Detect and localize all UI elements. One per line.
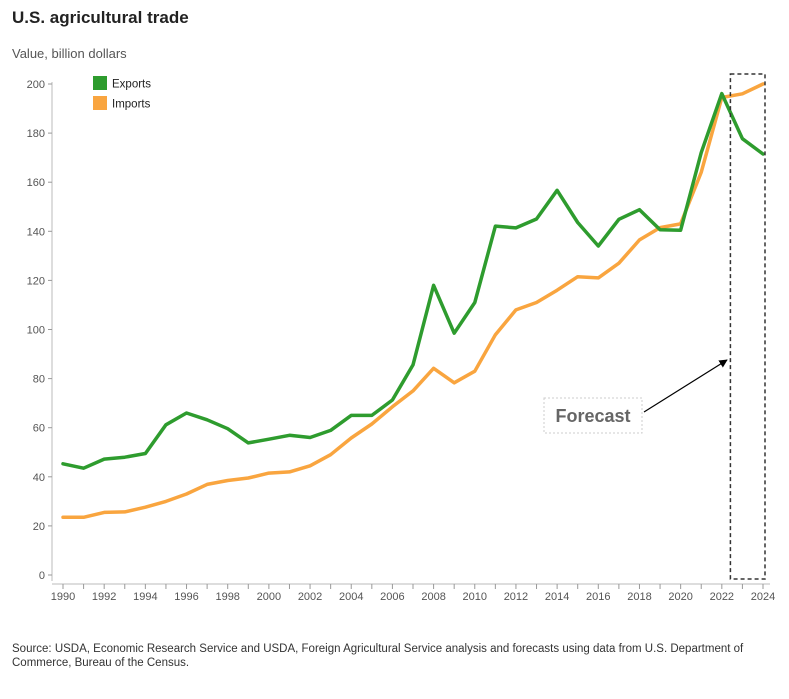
x-tick-label: 2010	[463, 591, 487, 603]
y-tick-label: 20	[33, 521, 45, 533]
legend-swatch-imports	[93, 96, 107, 110]
x-tick-label: 1994	[133, 591, 157, 603]
forecast-annotation: Forecast	[543, 73, 766, 580]
x-tick-label: 2008	[421, 591, 445, 603]
legend: Exports Imports	[93, 76, 151, 111]
x-tick-label: 2012	[504, 591, 528, 603]
x-tick-label: 1998	[215, 591, 239, 603]
series-line-exports	[61, 91, 765, 470]
legend-swatch-exports	[93, 76, 107, 90]
legend-label-imports: Imports	[112, 99, 151, 111]
axes: 0 20 40 60 80 100 120 140 160 180 200 1990 1992 1994 1…	[27, 79, 776, 603]
x-tick-label: 2006	[380, 591, 404, 603]
forecast-box	[729, 73, 766, 580]
x-tick-label: 2016	[586, 591, 610, 603]
forecast-arrow	[643, 359, 728, 413]
x-tick-label: 1990	[51, 591, 75, 603]
x-tick-label: 2002	[298, 591, 322, 603]
x-tick-label: 2014	[545, 591, 569, 603]
y-tick-label: 100	[27, 325, 45, 337]
x-tick-label: 2022	[710, 591, 734, 603]
legend-label-exports: Exports	[112, 79, 151, 91]
y-tick-label: 160	[27, 177, 45, 189]
series-line-imports	[61, 82, 765, 520]
source-note: Source: USDA, Economic Research Service …	[12, 643, 744, 669]
forecast-label: Forecast	[555, 406, 630, 426]
x-tick-label: 2024	[751, 591, 775, 603]
x-tick-label: 1992	[92, 591, 116, 603]
y-tick-label: 40	[33, 472, 45, 484]
y-tick-label: 200	[27, 79, 45, 91]
forecast-label-box	[543, 397, 643, 434]
y-tick-label: 120	[27, 275, 45, 287]
series-lines	[61, 82, 765, 520]
x-tick-label: 2018	[627, 591, 651, 603]
y-tick-label: 140	[27, 226, 45, 238]
y-tick-label: 0	[39, 570, 45, 582]
y-axis-unit-label: Value, billion dollars	[12, 46, 127, 61]
x-tick-label: 2004	[339, 591, 363, 603]
x-tick-label: 2000	[257, 591, 281, 603]
chart-title: U.S. agricultural trade	[12, 8, 189, 27]
y-tick-label: 180	[27, 128, 45, 140]
y-tick-label: 80	[33, 374, 45, 386]
y-tick-label: 60	[33, 423, 45, 435]
x-tick-label: 2020	[668, 591, 692, 603]
x-tick-label: 1996	[174, 591, 198, 603]
